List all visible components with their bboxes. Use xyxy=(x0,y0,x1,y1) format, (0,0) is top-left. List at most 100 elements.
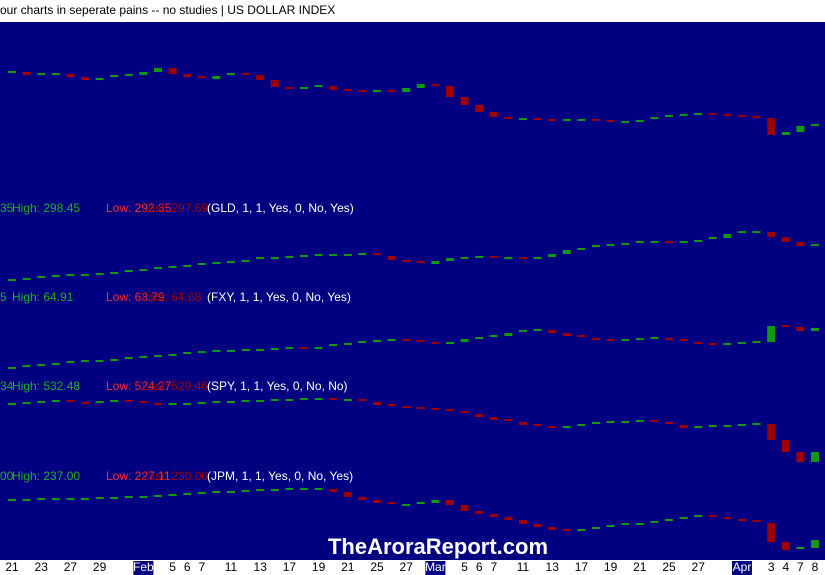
x-tick-label: 27 xyxy=(64,560,78,574)
candle xyxy=(329,254,338,257)
pane-header: Last: 297.69 xyxy=(142,201,208,215)
candle xyxy=(781,542,790,550)
candle xyxy=(212,401,221,403)
candle xyxy=(168,353,177,356)
candle xyxy=(489,335,498,338)
candle xyxy=(300,398,308,400)
candle xyxy=(402,88,411,93)
x-tick-label: 7 xyxy=(797,560,804,574)
candle xyxy=(446,86,454,97)
candle xyxy=(227,261,235,264)
candle xyxy=(314,398,323,400)
candle xyxy=(723,233,732,238)
candle xyxy=(285,399,294,401)
candle xyxy=(431,341,440,344)
candle xyxy=(811,452,819,462)
candle xyxy=(635,420,644,422)
candle xyxy=(51,498,60,500)
candle xyxy=(475,104,484,112)
candle xyxy=(358,399,367,401)
pane-header: Last: 64.68 xyxy=(142,290,202,304)
candle xyxy=(343,342,352,346)
pane-header: Last: 529.46 xyxy=(142,379,208,393)
candle xyxy=(227,349,235,352)
candle xyxy=(387,502,396,504)
candle xyxy=(168,266,177,269)
candle xyxy=(270,257,279,260)
candle xyxy=(37,276,46,278)
candle xyxy=(723,517,732,519)
candle xyxy=(22,402,31,404)
candle xyxy=(519,520,527,524)
x-tick-label: 11 xyxy=(517,560,530,574)
candle xyxy=(227,491,235,493)
candle xyxy=(81,402,89,404)
candle xyxy=(168,68,177,75)
candle xyxy=(781,440,790,452)
candle xyxy=(621,421,630,423)
candle xyxy=(548,254,557,257)
pane-header: High: 298.45 xyxy=(12,201,80,215)
candle xyxy=(154,403,162,405)
candle xyxy=(358,253,367,256)
candle xyxy=(767,424,776,440)
x-tick-label: Feb xyxy=(133,560,154,574)
candle xyxy=(665,337,673,341)
candle xyxy=(95,497,104,499)
candle xyxy=(270,348,279,351)
candle xyxy=(197,402,206,404)
candle xyxy=(577,424,586,426)
candle xyxy=(387,255,396,260)
candle xyxy=(752,340,761,343)
candle xyxy=(489,112,498,117)
candle xyxy=(314,488,323,490)
candle xyxy=(548,118,557,121)
candle xyxy=(665,422,673,424)
candle xyxy=(650,420,659,422)
candle xyxy=(752,115,761,118)
candle xyxy=(270,399,279,401)
pane-header: 5 xyxy=(0,290,7,304)
candle xyxy=(270,489,279,491)
candle xyxy=(738,341,746,344)
candle xyxy=(811,124,819,127)
x-tick-label: 8 xyxy=(812,560,819,574)
candle xyxy=(212,76,221,79)
candle xyxy=(694,112,703,115)
candle xyxy=(197,263,206,265)
candle xyxy=(431,260,440,264)
candle xyxy=(402,406,411,408)
candle xyxy=(562,332,571,337)
x-tick-label: Apr xyxy=(733,560,752,574)
candle xyxy=(475,336,484,339)
candle xyxy=(767,523,776,542)
candle xyxy=(621,339,630,342)
candle xyxy=(8,499,16,501)
candle xyxy=(679,113,688,117)
candle xyxy=(708,425,717,427)
candle xyxy=(37,73,46,76)
candle xyxy=(781,325,790,328)
candle xyxy=(8,279,16,282)
candle xyxy=(621,242,630,245)
candle xyxy=(285,86,294,90)
x-tick-label: 23 xyxy=(35,560,49,574)
candle xyxy=(665,241,673,244)
candle xyxy=(504,419,513,421)
x-tick-label: 21 xyxy=(633,560,647,574)
candle xyxy=(256,489,265,491)
candle xyxy=(679,241,688,244)
candle xyxy=(635,241,644,244)
candle xyxy=(183,403,192,405)
candle xyxy=(752,520,761,522)
candle xyxy=(767,118,776,135)
candle xyxy=(796,125,805,132)
x-tick-label: 19 xyxy=(604,560,618,574)
candle xyxy=(606,120,615,122)
candle xyxy=(314,254,323,257)
candle xyxy=(708,343,717,346)
candle xyxy=(460,97,469,105)
candle xyxy=(197,76,206,79)
candle xyxy=(781,131,790,135)
month-label-box xyxy=(732,561,752,575)
